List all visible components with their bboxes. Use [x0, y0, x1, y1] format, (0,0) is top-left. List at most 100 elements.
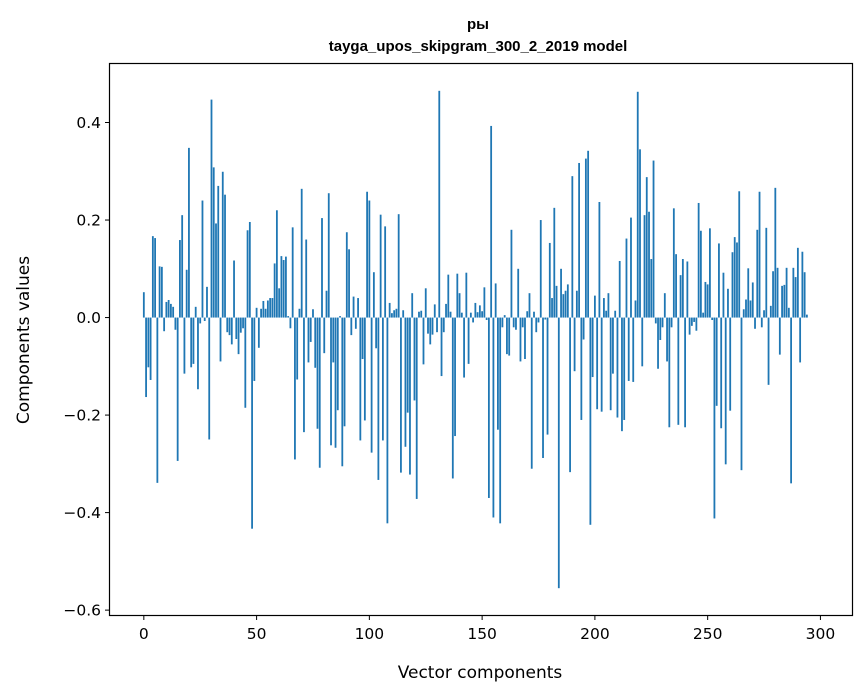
bar-70 — [300, 188, 303, 318]
bar-75 — [312, 309, 314, 318]
bar-166 — [517, 268, 520, 318]
bar-226 — [652, 160, 655, 318]
bar-125 — [424, 288, 427, 318]
bar-255 — [718, 243, 720, 318]
bar-107 — [384, 226, 387, 318]
bar-49 — [253, 317, 256, 381]
bar-227 — [654, 317, 657, 324]
bar-136 — [449, 311, 452, 318]
bar-73 — [307, 317, 310, 363]
bar-87 — [339, 316, 341, 318]
bar-220 — [639, 149, 641, 318]
bar-10 — [165, 301, 168, 318]
bar-52 — [260, 308, 262, 318]
bar-27 — [203, 317, 206, 321]
bar-188 — [566, 284, 569, 318]
bar-121 — [415, 317, 418, 499]
bar-150 — [481, 311, 484, 318]
bar-279 — [772, 271, 774, 318]
bar-163 — [510, 229, 513, 318]
bar-104 — [377, 317, 380, 480]
bar-60 — [278, 288, 281, 318]
bar-16 — [179, 240, 181, 318]
y-tick-label: −0.6 — [63, 602, 101, 620]
bar-143 — [465, 272, 468, 318]
bar-175 — [537, 317, 540, 323]
bar-141 — [460, 312, 463, 318]
bar-108 — [386, 317, 389, 524]
bar-56 — [269, 298, 272, 318]
bar-209 — [614, 310, 617, 318]
bar-161 — [506, 317, 508, 355]
bar-156 — [494, 283, 497, 318]
bar-57 — [271, 298, 274, 318]
bar-0 — [142, 292, 145, 318]
bar-63 — [285, 256, 287, 318]
bar-6 — [156, 317, 159, 483]
bar-116 — [404, 317, 407, 447]
bar-159 — [501, 317, 504, 328]
bar-65 — [289, 317, 292, 329]
bar-23 — [194, 306, 197, 318]
bar-119 — [411, 293, 414, 318]
bar-178 — [544, 317, 547, 320]
bar-184 — [557, 317, 560, 589]
bar-205 — [605, 310, 608, 318]
bar-157 — [497, 317, 499, 430]
bar-293 — [803, 272, 806, 318]
bar-207 — [609, 317, 612, 411]
bar-4 — [151, 236, 154, 318]
bar-258 — [724, 317, 727, 465]
bar-117 — [406, 317, 409, 413]
bar-19 — [185, 269, 188, 318]
bar-237 — [677, 317, 680, 425]
bar-230 — [661, 317, 664, 328]
bar-264 — [738, 191, 741, 318]
bar-61 — [280, 256, 283, 318]
bar-21 — [190, 317, 193, 368]
bar-265 — [740, 317, 743, 471]
bar-223 — [645, 177, 648, 318]
bar-193 — [578, 162, 580, 318]
bar-186 — [562, 294, 565, 318]
bar-189 — [569, 317, 571, 473]
bar-254 — [715, 317, 718, 406]
bar-36 — [224, 194, 226, 318]
bar-232 — [666, 317, 668, 362]
bar-103 — [375, 317, 378, 349]
bar-229 — [659, 317, 662, 340]
x-axis-label: Vector components — [398, 663, 563, 683]
bar-249 — [704, 281, 707, 318]
bar-176 — [539, 220, 542, 318]
bar-266 — [742, 309, 745, 318]
bar-50 — [255, 307, 258, 318]
bar-224 — [648, 211, 650, 318]
bar-74 — [309, 317, 312, 342]
bar-84 — [332, 317, 335, 363]
bar-240 — [684, 317, 686, 428]
bar-262 — [733, 237, 736, 318]
bar-282 — [778, 317, 781, 355]
bar-270 — [751, 282, 754, 318]
bar-277 — [767, 317, 770, 385]
bar-204 — [603, 298, 605, 318]
bar-228 — [657, 317, 659, 369]
bar-246 — [697, 202, 700, 318]
y-axis-label: Components values — [14, 256, 34, 424]
bar-38 — [228, 317, 231, 336]
bar-155 — [492, 317, 495, 518]
bar-268 — [747, 268, 750, 318]
bar-233 — [668, 317, 671, 428]
bar-197 — [587, 150, 590, 318]
bar-123 — [420, 310, 423, 318]
bar-102 — [372, 272, 375, 318]
bar-58 — [273, 263, 276, 318]
bar-248 — [702, 312, 705, 318]
bar-131 — [438, 90, 441, 318]
bar-211 — [618, 260, 621, 318]
bar-174 — [535, 317, 538, 333]
bar-100 — [368, 200, 371, 318]
bar-120 — [413, 317, 416, 401]
bar-71 — [303, 317, 305, 433]
